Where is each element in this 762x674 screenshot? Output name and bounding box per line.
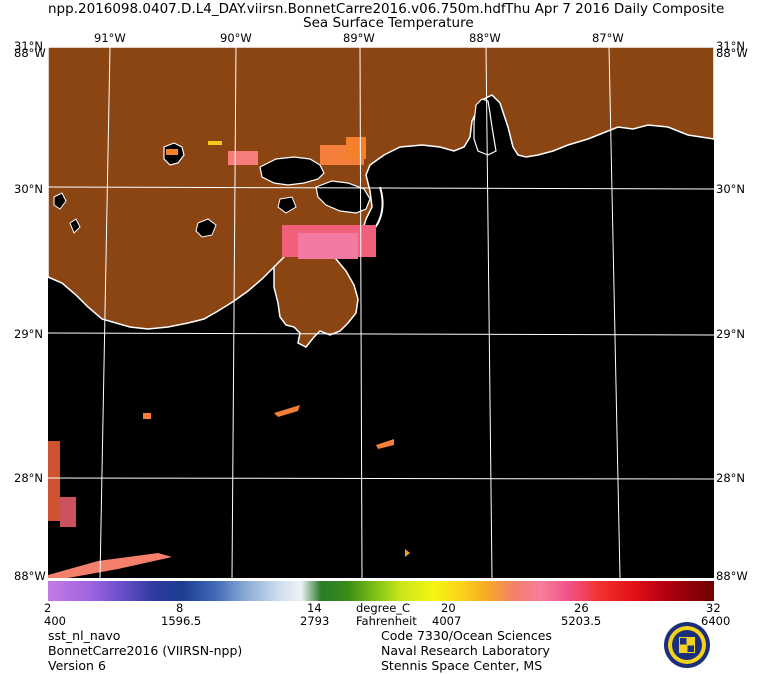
celsius-tick-14: 14 [307, 601, 322, 615]
lat-label-left-30n: 30°N [14, 182, 43, 196]
footer-version: Version 6 [48, 658, 106, 673]
sst-map-svg [47, 46, 715, 579]
sst-patch-west-1 [48, 441, 60, 521]
nrl-logo-quadrant-2 [687, 645, 694, 652]
sst-patch-offshore-1 [143, 413, 151, 419]
graticule-lon-88w [485, 46, 493, 579]
lon-label-91w: 91°W [94, 31, 126, 45]
composite-date: Thu Apr 7 2016 Daily Composite [505, 1, 725, 17]
sst-patch-west-2 [60, 497, 76, 527]
corner-label-bottom-left: 88°W [14, 569, 46, 583]
celsius-unit: degree_C [356, 601, 411, 615]
fahrenheit-tick-4007: 4007 [432, 614, 462, 628]
lake-borgne [315, 180, 371, 214]
graticule-lon-87w [608, 46, 621, 579]
nrl-logo [664, 622, 710, 668]
fahrenheit-tick-5203: 5203.5 [561, 614, 602, 628]
inland-water-2 [53, 192, 67, 210]
corner-label-top-right-lon: 88°W [716, 46, 748, 60]
sst-map [47, 46, 715, 579]
celsius-tick-2: 2 [44, 601, 52, 615]
file-name: npp.2016098.0407.D.L4_DAY.viirsn.BonnetC… [48, 1, 506, 17]
inland-water-4 [277, 196, 297, 214]
footer-product-code: sst_nl_navo [48, 628, 121, 643]
lon-label-89w: 89°W [343, 31, 375, 45]
celsius-tick-8: 8 [176, 601, 184, 615]
footer-location: Stennis Space Center, MS [381, 658, 543, 673]
lat-label-left-29n: 29°N [14, 327, 43, 341]
graticule-lon-89w [359, 46, 363, 579]
footer-region: BonnetCarre2016 (VIIRSN-npp) [48, 643, 243, 658]
corner-label-top-left-lat: 31°N [14, 39, 43, 53]
graticule-lat-30n [47, 186, 715, 190]
lon-label-88w: 88°W [469, 31, 501, 45]
fahrenheit-tick-2793: 2793 [300, 614, 330, 628]
sst-patch-offshore-3 [376, 439, 394, 449]
lat-label-right-28n: 28°N [716, 471, 745, 485]
celsius-tick-26: 26 [574, 601, 589, 615]
lat-label-right-30n: 30°N [716, 182, 745, 196]
sst-patch-orange-small [166, 149, 178, 155]
fahrenheit-unit: Fahrenheit [356, 614, 417, 628]
corner-label-top-right-lat: 31°N [716, 39, 745, 53]
corner-label-top-left-lon: 88°W [14, 46, 46, 60]
sst-patch-orange-2 [346, 137, 366, 159]
inland-water-3 [69, 218, 81, 234]
graticule-lon-90w [231, 46, 237, 579]
lon-label-87w: 87°W [592, 31, 624, 45]
footer-lab: Naval Research Laboratory [381, 643, 550, 658]
product-title: Sea Surface Temperature [303, 15, 474, 31]
lon-label-90w: 90°W [220, 31, 252, 45]
sst-patch-pink-shelf-2 [298, 233, 358, 259]
lake-pontchartrain [259, 156, 325, 186]
graticule-lat-29n [47, 332, 715, 336]
lat-label-right-29n: 29°N [716, 327, 745, 341]
footer-code: Code 7330/Ocean Sciences [381, 628, 552, 643]
corner-label-bottom-right: 88°W [716, 569, 748, 583]
fahrenheit-tick-400: 400 [44, 614, 66, 628]
land-mass [47, 46, 715, 330]
sst-patch-south-marker [405, 549, 410, 557]
sst-patch-lake-north [228, 151, 258, 165]
nrl-logo-quadrant-1 [680, 638, 687, 645]
inland-water-1 [195, 218, 217, 238]
sst-patch-yellow [208, 141, 222, 145]
celsius-tick-32: 32 [706, 601, 721, 615]
sst-patch-offshore-2 [274, 405, 300, 417]
graticule-lon-91w [99, 46, 111, 579]
fahrenheit-tick-1596: 1596.5 [161, 614, 202, 628]
graticule [47, 46, 715, 579]
celsius-tick-20: 20 [441, 601, 456, 615]
graticule-lat-28n [47, 477, 715, 480]
fahrenheit-tick-6400: 6400 [701, 614, 731, 628]
colorbar [48, 581, 714, 601]
lat-label-left-28n: 28°N [14, 471, 43, 485]
sst-patch-southwest [48, 553, 172, 578]
